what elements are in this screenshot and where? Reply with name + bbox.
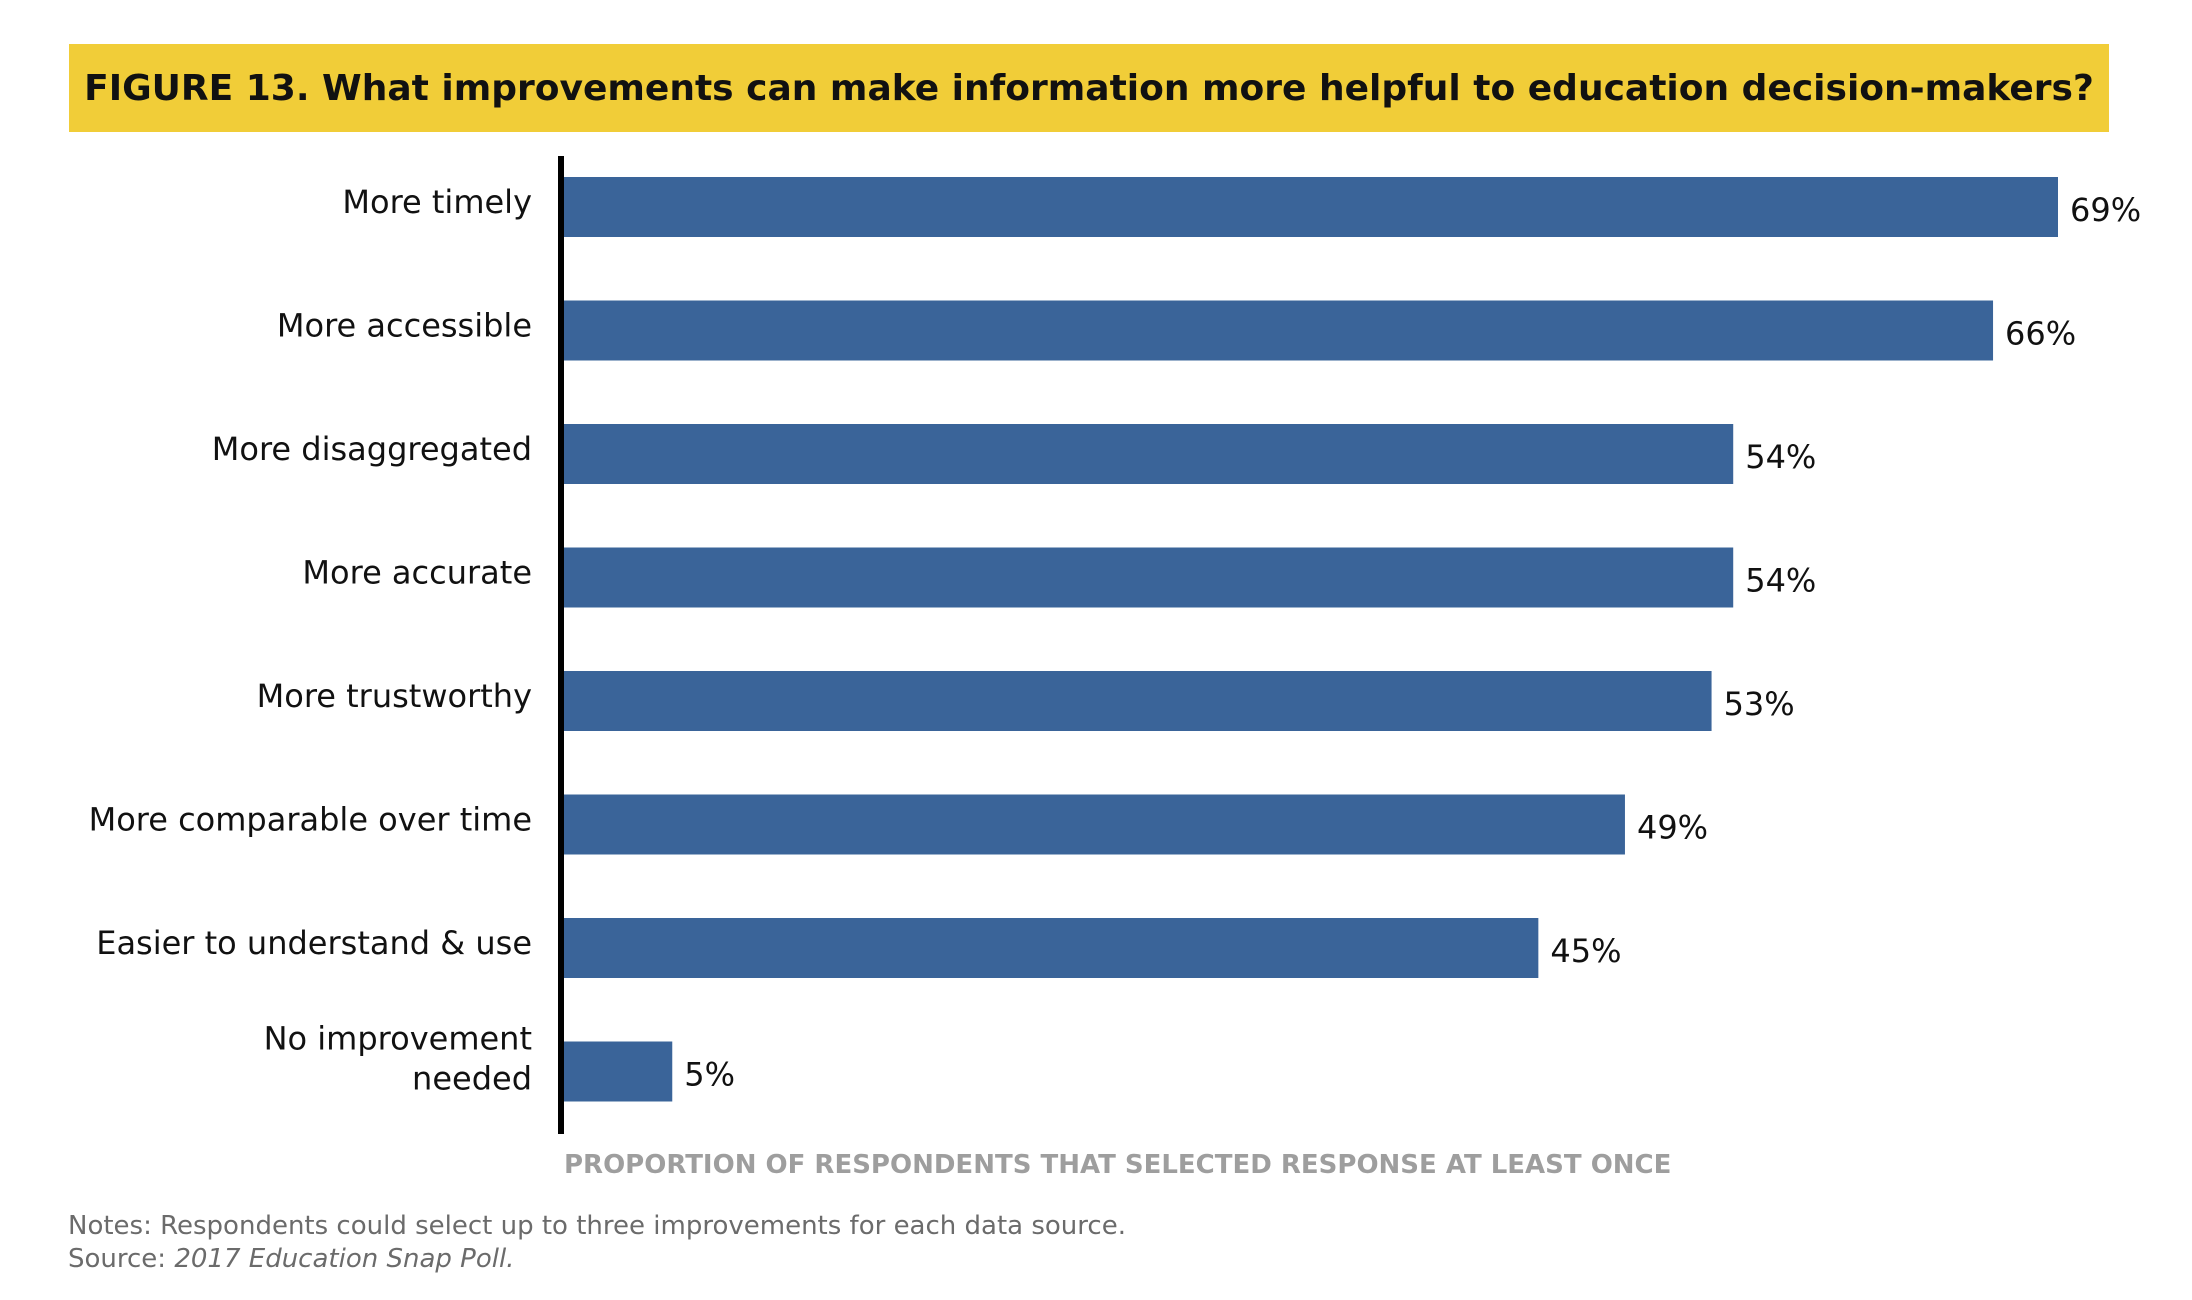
source-prefix: Source: [68,1244,175,1274]
bar [564,177,2058,237]
bar-value-label: 54% [1745,562,1816,600]
bar-value-label: 49% [1637,809,1708,847]
bar-value-label: 54% [1745,438,1816,476]
bar [564,671,1712,731]
category-label: More trustworthy [257,677,532,715]
title-band: FIGURE 13. What improvements can make in… [69,44,2109,132]
bar-value-label: 45% [1550,932,1621,970]
chart-notes: Notes: Respondents could select up to th… [68,1210,1126,1276]
bar [564,300,1994,361]
category-label: No improvement [264,1020,532,1058]
chart-title: FIGURE 13. What improvements can make in… [84,67,2094,109]
bar [564,547,1734,608]
category-label: More comparable over time [89,801,532,839]
category-label: Easier to understand & use [96,924,532,962]
bar-value-label: 53% [1724,685,1795,723]
bar [564,918,1539,978]
category-label: More disaggregated [212,430,532,468]
bar [564,424,1734,484]
category-label: More accurate [302,554,532,592]
bar-value-label: 69% [2070,191,2141,229]
bar [564,794,1625,855]
bar [564,1041,673,1102]
source-title: 2017 Education Snap Poll. [174,1244,515,1274]
category-label: More timely [342,183,532,221]
source-line: Source: 2017 Education Snap Poll. [68,1243,1126,1276]
x-axis-label: PROPORTION OF RESPONDENTS THAT SELECTED … [564,1150,1672,1180]
bar-value-label: 66% [2005,315,2076,353]
category-label: More accessible [277,307,532,345]
bar-value-label: 5% [684,1056,735,1094]
notes-line: Notes: Respondents could select up to th… [68,1211,1126,1241]
category-label: needed [412,1060,532,1098]
